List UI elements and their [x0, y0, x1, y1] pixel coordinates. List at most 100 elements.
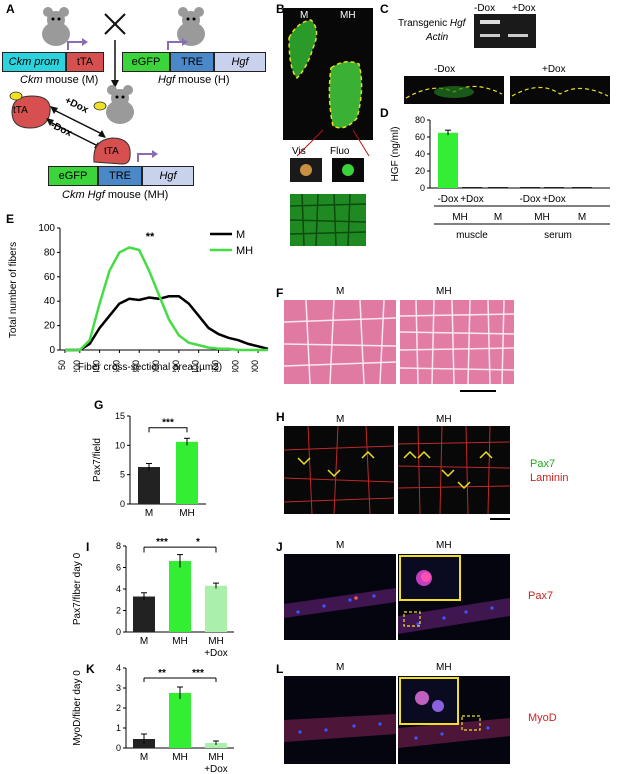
bar: [133, 596, 155, 632]
panel-label-d: D: [380, 106, 389, 120]
significance-label: **: [158, 668, 166, 679]
series-line-m: [65, 295, 269, 352]
panel-j-m-label: M: [336, 540, 345, 551]
panel-label-f: F: [276, 286, 284, 300]
he-stain-m: [283, 299, 397, 385]
gel-minus-dox: -Dox: [474, 3, 496, 14]
c-minus-dox-label: -Dox: [434, 64, 456, 75]
category-label: M: [145, 508, 153, 519]
bar: [488, 187, 508, 188]
c-plus-dox-image: [510, 76, 610, 104]
egfp-box: eGFP: [122, 52, 170, 72]
mouse-icon: [42, 7, 70, 46]
legend-label-m: M: [236, 229, 245, 241]
myod-fiber-mh: [398, 676, 510, 764]
bar: [544, 187, 564, 188]
significance-label: ***: [156, 537, 168, 548]
significance-label: ***: [162, 418, 174, 429]
bound-tta-label: tTA: [104, 146, 119, 157]
y-tick-label: 80: [415, 115, 425, 125]
laminin-legend: Laminin: [530, 472, 569, 484]
panel-label-h: H: [276, 410, 285, 424]
y-tick-label: 40: [415, 149, 425, 159]
condition-label: -Dox: [519, 194, 540, 205]
tta-box: tTA: [66, 52, 104, 72]
mouse-icon: [106, 85, 134, 124]
scale-bar: [460, 390, 496, 392]
free-tta-label: tTA: [13, 105, 28, 116]
fluo-image: [332, 158, 364, 182]
myod-fiber-m: [284, 676, 396, 764]
panel-f-mh-label: MH: [436, 286, 452, 297]
y-tick-label: 0: [49, 345, 55, 356]
y-tick-label: 20: [44, 321, 56, 332]
c-plus-dox-label: +Dox: [542, 64, 566, 75]
x-tick-label: 1800: [230, 360, 240, 372]
legend-label-mh: MH: [236, 245, 253, 257]
panel-b-m-label: M: [300, 10, 309, 21]
panel-j-mh-label: MH: [436, 540, 452, 551]
panel-label-c: C: [380, 2, 389, 16]
hgf-box-mh: Hgf: [142, 166, 194, 186]
x-tick-label: 50: [57, 360, 67, 370]
y-tick-label: 6: [116, 563, 121, 573]
bar: [438, 132, 458, 188]
fluo-label: Fluo: [330, 146, 350, 157]
actin-label: Actin: [426, 32, 449, 43]
series-line-mh: [65, 246, 268, 352]
hgf-mouse-label: Hgf mouse (H): [158, 74, 230, 86]
tre-box-mh: TRE: [98, 166, 142, 186]
bar: [572, 187, 592, 188]
category-label: MH: [172, 636, 188, 647]
pax7-marker-label: Pax7: [528, 590, 554, 602]
y-tick-label: 0: [116, 743, 121, 753]
pax7-laminin-m: [283, 425, 395, 515]
y-axis-label: Total number of fibers: [8, 242, 19, 338]
panel-b-mh-label: MH: [340, 10, 356, 21]
pax7-fiber-mh: [398, 554, 510, 640]
panel-label-b: B: [276, 2, 285, 16]
group-label: MH: [534, 212, 550, 223]
panel-label-g: G: [94, 398, 104, 412]
myod-marker-label: MyoD: [528, 712, 557, 724]
ckm-mouse-label: Ckm mouse (M): [20, 74, 99, 86]
bar: [138, 467, 160, 504]
group-label: M: [578, 212, 586, 223]
significance-label: **: [146, 231, 155, 243]
panel-label-k: K: [86, 662, 95, 676]
y-tick-label: 100: [38, 223, 55, 234]
panel-e-chart: 0 20 40 60 80 100 50 200 400 600 800 1000 1200 1400 16…: [8, 223, 269, 372]
gel-image: [474, 14, 536, 48]
y-axis-label: Pax7/fiber day 0: [72, 552, 83, 625]
x-axis-label: Fiber cross-sectional area (µm2): [78, 362, 222, 372]
significance-label: *: [196, 537, 200, 548]
panel-label-a: A: [6, 2, 15, 16]
x-tick-label: 1000: [151, 360, 161, 372]
condition-label: +Dox: [460, 194, 484, 205]
bar: [169, 561, 191, 632]
y-tick-label: 8: [116, 541, 121, 551]
transgenic-hgf-label: Transgenic Hgf: [398, 18, 466, 29]
bar: [462, 187, 482, 188]
muscle-outline: [288, 19, 363, 129]
panel-h-mh-label: MH: [436, 414, 452, 425]
y-tick-label: 3: [116, 683, 121, 693]
panel-a-diagram: [9, 7, 205, 165]
y-tick-label: 4: [116, 663, 121, 673]
pax7-laminin-mh: [397, 425, 511, 515]
category-label: M: [140, 752, 148, 763]
panel-label-e: E: [6, 212, 15, 226]
x-tick-label: 600: [111, 360, 121, 372]
tissue-label: serum: [544, 230, 572, 241]
panel-l-m-label: M: [336, 662, 345, 673]
category-sublabel: +Dox: [204, 764, 228, 774]
y-axis-label: MyoD/fiber day 0: [72, 670, 83, 746]
significance-label: ***: [192, 668, 204, 679]
condition-label: +Dox: [542, 194, 566, 205]
panel-h-m-label: M: [336, 414, 345, 425]
x-tick-label: 1200: [171, 360, 181, 372]
y-tick-label: 15: [115, 411, 125, 421]
he-stain-mh: [399, 299, 515, 385]
